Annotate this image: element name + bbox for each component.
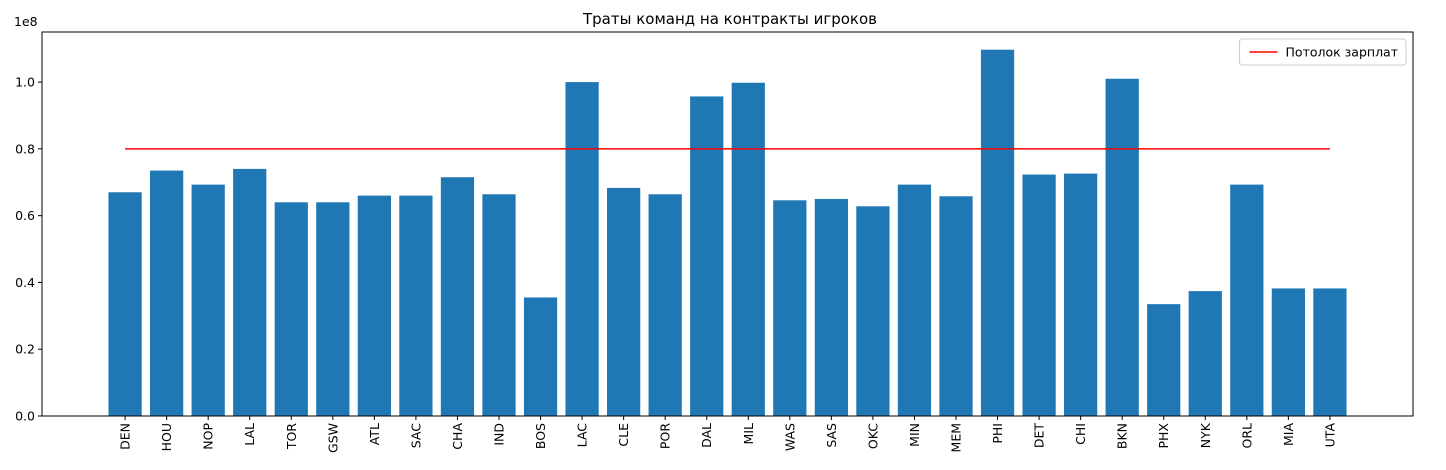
y-tick-label: 0.8 xyxy=(15,141,35,156)
x-tick-label-dal: DAL xyxy=(699,423,714,448)
bar-gsw xyxy=(316,202,350,416)
x-tick-label-phx: PHX xyxy=(1156,423,1171,449)
y-tick-label: 0.4 xyxy=(15,275,35,290)
x-tick-label-sas: SAS xyxy=(824,423,839,448)
x-tick-label-den: DEN xyxy=(118,423,133,450)
x-tick-label-mem: MEM xyxy=(949,423,964,452)
y-tick-label: 0.0 xyxy=(15,409,35,424)
x-tick-label-nop: NOP xyxy=(201,423,216,450)
bar-dal xyxy=(690,96,724,416)
x-tick-label-cha: CHA xyxy=(450,423,465,450)
bar-uta xyxy=(1313,288,1347,416)
bar-min xyxy=(897,184,932,416)
legend-box xyxy=(1239,38,1407,66)
x-tick-label-phi: PHI xyxy=(990,423,1005,444)
bar-orl xyxy=(1230,184,1264,416)
bar-lal xyxy=(233,168,267,416)
x-tick-label-sac: SAC xyxy=(408,423,423,448)
y-axis: 0.0 0.2 0.4 0.6 0.8 1.0 xyxy=(15,75,42,424)
bar-sas xyxy=(814,198,848,416)
bar-phi xyxy=(980,49,1015,417)
y-tick-label: 1.0 xyxy=(15,75,35,90)
x-tick-label-nyk: NYK xyxy=(1198,422,1213,448)
bar-cle xyxy=(607,187,641,416)
x-tick-label-cle: CLE xyxy=(616,423,631,447)
x-tick-label-uta: UTA xyxy=(1322,423,1337,448)
bar-chi xyxy=(1064,173,1098,416)
bar-nyk xyxy=(1188,291,1222,416)
x-axis: DEN HOU NOP LAL TOR GSW ATL SAC CHA IND BOS LAC CLE P… xyxy=(118,416,1337,453)
bar-den xyxy=(108,192,142,416)
y-axis-scale-label: 1e8 xyxy=(14,14,38,29)
x-tick-label-lac: LAC xyxy=(575,423,590,448)
x-tick-label-min: MIN xyxy=(907,423,922,447)
bar-ind xyxy=(482,194,516,416)
x-tick-label-chi: CHI xyxy=(1073,423,1088,445)
bar-hou xyxy=(150,170,184,416)
bar-okc xyxy=(856,206,890,416)
bar-mem xyxy=(939,196,973,416)
bar-det xyxy=(1022,174,1056,416)
x-tick-label-por: POR xyxy=(658,423,673,449)
bar-atl xyxy=(357,195,391,416)
bar-bos xyxy=(523,297,558,416)
bar-tor xyxy=(274,202,308,416)
bars-layer xyxy=(108,49,1347,417)
x-tick-label-mil: MIL xyxy=(741,423,756,444)
legend-label-salary-cap: Потолок зарплат xyxy=(1286,45,1398,60)
chart-title: Траты команд на контракты игроков xyxy=(582,10,877,28)
x-tick-label-bos: BOS xyxy=(533,423,548,449)
x-tick-label-bkn: BKN xyxy=(1115,423,1130,449)
bar-sac xyxy=(399,195,433,416)
x-tick-label-orl: ORL xyxy=(1239,423,1254,449)
bar-was xyxy=(773,200,807,416)
bar-lac xyxy=(565,82,599,416)
x-tick-label-atl: ATL xyxy=(367,423,382,445)
x-tick-label-was: WAS xyxy=(782,423,797,451)
bar-mil xyxy=(731,82,765,416)
y-tick-label: 0.6 xyxy=(15,208,35,223)
x-tick-label-mia: MIA xyxy=(1281,423,1296,446)
bar-por xyxy=(648,194,682,416)
plot-frame xyxy=(41,31,1414,417)
x-tick-label-hou: HOU xyxy=(159,423,174,451)
x-tick-label-ind: IND xyxy=(492,423,507,446)
x-tick-label-det: DET xyxy=(1032,423,1047,449)
x-tick-label-gsw: GSW xyxy=(325,423,340,453)
bar-bkn xyxy=(1105,78,1139,416)
x-tick-label-lal: LAL xyxy=(242,423,257,446)
x-tick-label-okc: OKC xyxy=(865,423,880,449)
bar-phx xyxy=(1147,304,1181,416)
x-tick-label-tor: TOR xyxy=(284,423,299,450)
bar-cha xyxy=(440,177,475,416)
y-tick-label: 0.2 xyxy=(15,342,35,357)
bar-mia xyxy=(1271,288,1305,416)
bar-nop xyxy=(191,184,225,416)
legend: Потолок зарплат xyxy=(1239,38,1407,66)
